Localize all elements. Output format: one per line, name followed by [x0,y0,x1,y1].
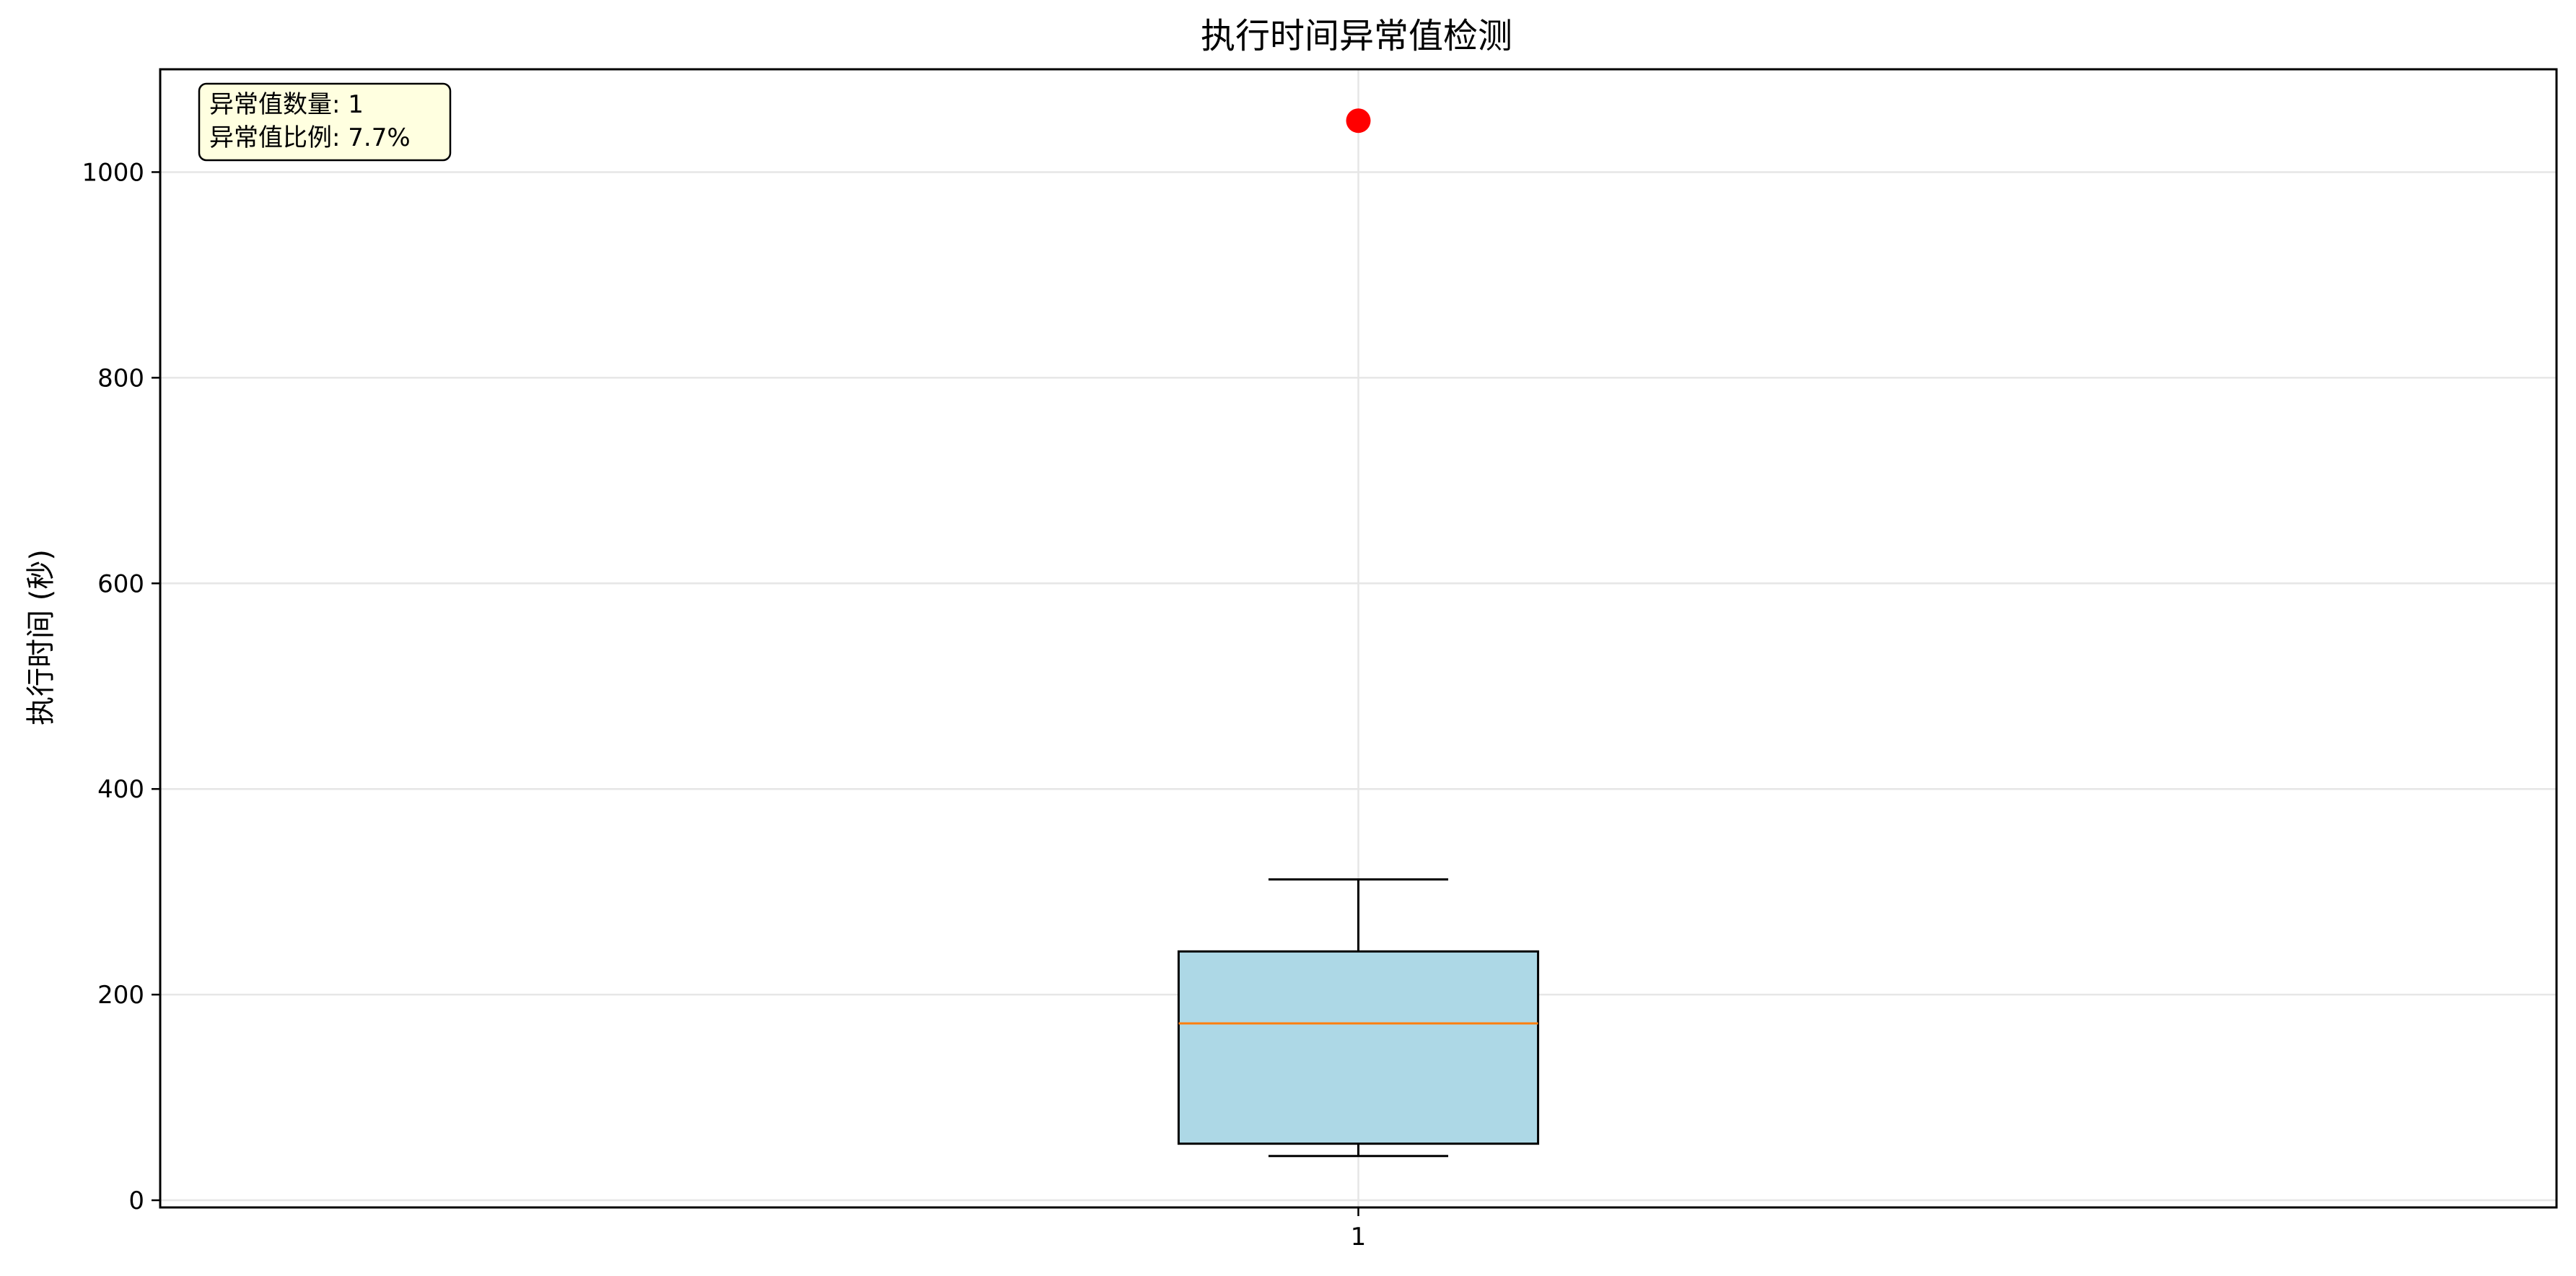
outlier-ratio-text: 异常值比例: 7.7% [209,123,411,152]
y-tick-label-0: 0 [128,1187,144,1215]
y-tick-label-800: 800 [97,364,144,393]
y-tick-label-600: 600 [97,569,144,598]
outlier-point-0 [1346,108,1371,134]
plot-area [1177,108,1540,1158]
chart-title: 执行时间异常值检测 [1201,16,1512,56]
annotation-background [198,82,452,162]
x-axis-ticks: 1 [1351,1207,1367,1251]
annotation-box: 异常值数量: 1 异常值比例: 7.7% [198,82,452,162]
y-tick-label-1000: 1000 [82,158,144,187]
y-tick-label-400: 400 [97,775,144,804]
y-tick-label-200: 200 [97,981,144,1010]
box-iqr [1177,950,1540,1145]
x-tick-label-1: 1 [1351,1223,1367,1251]
grid-lines [160,69,2557,1207]
outlier-count-text: 异常值数量: 1 [209,90,364,119]
y-axis-label: 执行时间 (秒) [25,549,58,725]
y-axis-ticks: 0 200 400 600 800 1000 [82,158,160,1215]
